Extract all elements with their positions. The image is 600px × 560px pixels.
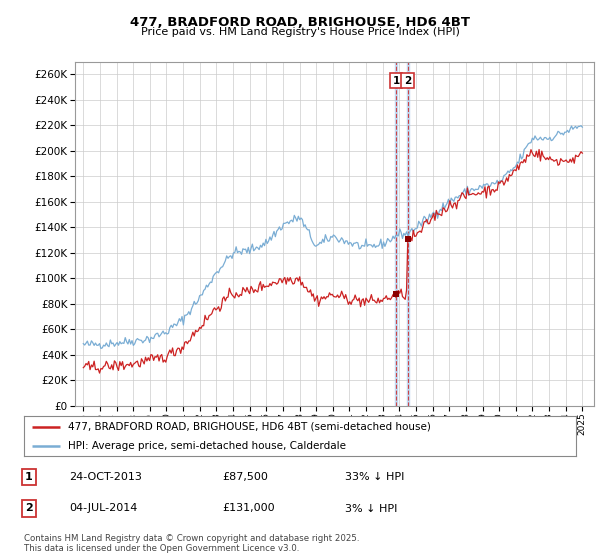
Text: 1: 1 bbox=[392, 76, 400, 86]
Text: Price paid vs. HM Land Registry's House Price Index (HPI): Price paid vs. HM Land Registry's House … bbox=[140, 27, 460, 37]
Text: 24-OCT-2013: 24-OCT-2013 bbox=[69, 472, 142, 482]
Text: 3% ↓ HPI: 3% ↓ HPI bbox=[345, 503, 397, 514]
Text: £87,500: £87,500 bbox=[222, 472, 268, 482]
Text: 2: 2 bbox=[404, 76, 412, 86]
Text: 477, BRADFORD ROAD, BRIGHOUSE, HD6 4BT (semi-detached house): 477, BRADFORD ROAD, BRIGHOUSE, HD6 4BT (… bbox=[68, 422, 431, 432]
Text: 33% ↓ HPI: 33% ↓ HPI bbox=[345, 472, 404, 482]
Text: HPI: Average price, semi-detached house, Calderdale: HPI: Average price, semi-detached house,… bbox=[68, 441, 346, 450]
Text: Contains HM Land Registry data © Crown copyright and database right 2025.
This d: Contains HM Land Registry data © Crown c… bbox=[24, 534, 359, 553]
Text: £131,000: £131,000 bbox=[222, 503, 275, 514]
Text: 477, BRADFORD ROAD, BRIGHOUSE, HD6 4BT: 477, BRADFORD ROAD, BRIGHOUSE, HD6 4BT bbox=[130, 16, 470, 29]
Text: 2: 2 bbox=[25, 503, 32, 514]
Text: 1: 1 bbox=[25, 472, 32, 482]
Text: 04-JUL-2014: 04-JUL-2014 bbox=[69, 503, 137, 514]
